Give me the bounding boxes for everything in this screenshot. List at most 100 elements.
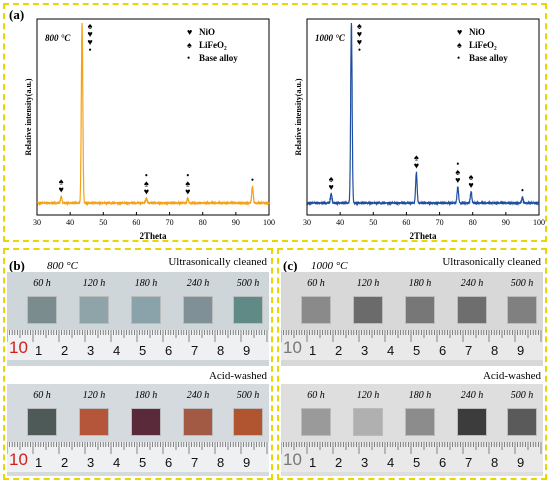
photo-ultrasonic-1000: 60 h 120 h 180 h 240 h 500 h 10 1 2 3 4 5 6 7 8 9 [281,272,543,366]
legend-symbol: • [457,53,460,63]
ruler-number: 8 [217,455,225,470]
ruler: 10 1 2 3 4 5 6 7 8 9 [7,330,269,360]
ultrasonic-coupon [353,296,383,324]
ruler-number: 10 [9,338,28,357]
sample-time-label: 60 h [307,390,325,401]
panel-b-top-caption: Ultrasonically cleaned [168,256,267,268]
sample-time-label: 60 h [33,390,51,401]
legend-label: LiFeO₂ [469,40,497,50]
ultrasonic-coupon [79,296,109,324]
panel-c-label: (c) [283,258,298,273]
plot-frame [36,18,270,216]
peak-marker: ♠ [357,21,362,31]
ruler-number: 6 [165,343,173,358]
peak-marker: ♥ [468,180,473,190]
peak-marker: • [145,171,148,181]
sample-time-label: 120 h [356,390,380,401]
x-tick-label: 30 [33,218,41,227]
ultrasonic-coupon [301,296,331,324]
sample-time-label: 500 h [510,390,534,401]
sample-time-label: 240 h [460,278,484,289]
ruler-number: 2 [335,343,343,358]
legend-symbol: ♥ [187,27,192,37]
ruler-number: 2 [61,343,69,358]
panel-a-label: (a) [9,7,25,22]
ruler-number: 3 [87,343,95,358]
peak-marker: ♥ [357,29,362,39]
photo-ultrasonic-800: 60 h 120 h 180 h 240 h 500 h 10 1 2 3 4 5 6 7 8 9 [7,272,269,366]
panel-b-temp: 800 °C [47,260,78,272]
x-tick-label: 80 [469,218,477,227]
x-tick-label: 50 [99,218,107,227]
x-tick-label: 70 [436,218,444,227]
peak-marker: ♥ [357,37,362,47]
ruler: 10 1 2 3 4 5 6 7 8 9 [281,442,543,472]
peak-marker: ♥ [87,29,92,39]
ruler-number: 10 [283,338,302,357]
legend-symbol: ♠ [457,40,462,50]
sample-time-label: 240 h [186,278,210,289]
ruler-number: 8 [491,455,499,470]
photo-acid-1000: 60 h 120 h 180 h 240 h 500 h 10 1 2 3 4 5 6 7 8 9 [281,384,543,476]
sample-time-label: 180 h [408,390,432,401]
legend-symbol: ♥ [457,27,462,37]
legend-symbol: • [187,53,190,63]
acid-coupon [457,408,487,436]
xrd-chart-800: 30 40 50 60 70 80 90 100 2Theta Relative intensit… [24,18,275,241]
ruler-number: 2 [61,455,69,470]
peak-marker: ♥ [414,160,419,170]
acid-coupon [27,408,57,436]
ruler-number: 7 [465,455,473,470]
sample-time-label: 240 h [186,390,210,401]
ultrasonic-coupon [27,296,57,324]
sample-time-label: 500 h [236,390,260,401]
ruler-number: 4 [387,343,395,358]
ruler-number: 4 [113,455,121,470]
ruler-number: 10 [283,450,302,469]
ruler-number: 4 [113,343,121,358]
ultrasonic-coupon [233,296,263,324]
chart-title: 1000 °C [315,33,346,43]
panel-b-bottom-caption: Acid-washed [208,370,267,382]
peak-marker: ♠ [59,177,64,187]
panel-a: (a) 30 40 50 60 70 80 90 100 2Theta Relative inte… [3,3,547,242]
y-axis-label: Relative intensity(a.u.) [24,78,33,155]
acid-coupon [233,408,263,436]
ultrasonic-coupon [183,296,213,324]
x-tick-label: 70 [166,218,174,227]
ruler-number: 5 [139,343,147,358]
peak-marker: • [456,159,459,169]
peak-marker: ♠ [469,172,474,182]
peak-marker: ♠ [144,179,149,189]
ruler-number: 1 [35,343,43,358]
ruler-number: 6 [439,455,447,470]
ruler-number: 8 [491,343,499,358]
x-tick-label: 90 [232,218,240,227]
ruler-number: 10 [9,450,28,469]
ruler-number: 3 [361,343,369,358]
ultrasonic-coupon [507,296,537,324]
ruler-number: 6 [165,455,173,470]
x-tick-label: 50 [369,218,377,227]
xrd-pattern-line [306,22,540,207]
ruler-number: 1 [309,455,317,470]
sample-time-label: 180 h [134,278,158,289]
ruler-number: 5 [413,455,421,470]
x-tick-label: 60 [132,218,140,227]
ruler-number: 9 [243,455,251,470]
sample-time-label: 60 h [33,278,51,289]
ruler: 10 1 2 3 4 5 6 7 8 9 [7,442,269,472]
x-tick-label: 100 [533,218,545,227]
panel-c-top-caption: Ultrasonically cleaned [442,256,541,268]
ruler-number: 5 [139,455,147,470]
ruler-number: 1 [35,455,43,470]
ruler-number: 2 [335,455,343,470]
ruler-number: 7 [191,455,199,470]
acid-coupon [353,408,383,436]
x-tick-label: 100 [263,218,275,227]
peak-marker: ♠ [414,152,419,162]
peak-marker: ♠ [88,21,93,31]
peak-marker: ♠ [455,167,460,177]
legend-label: LiFeO₂ [199,40,227,50]
ruler-number: 4 [387,455,395,470]
